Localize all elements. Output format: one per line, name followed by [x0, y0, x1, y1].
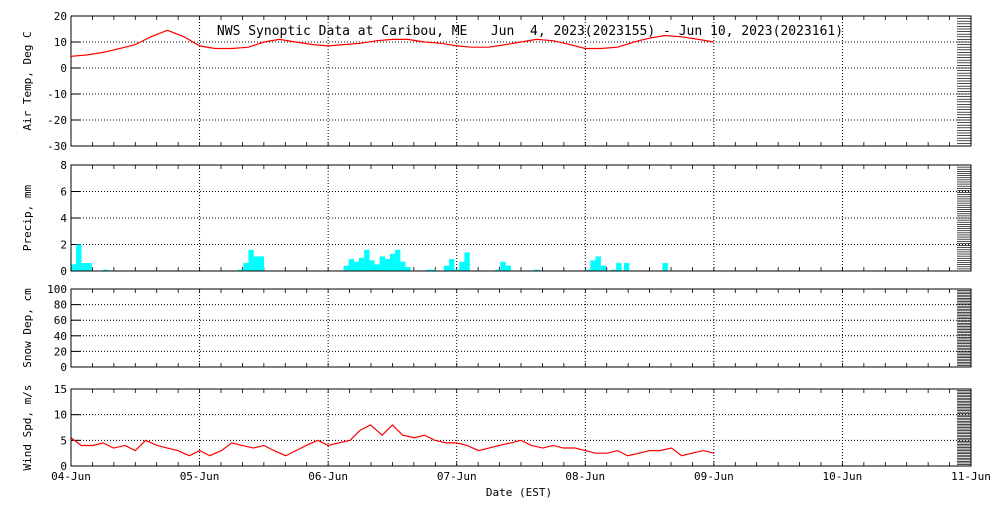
precip-bar	[86, 263, 92, 271]
y-tick-label: 10	[54, 409, 67, 422]
precip-bar	[359, 257, 365, 271]
y-tick-label: 100	[47, 283, 67, 296]
y-axis-label: Snow Dep, cm	[21, 288, 34, 368]
y-axis-label: Precip, mm	[21, 185, 34, 252]
x-tick-label: 05-Jun	[180, 470, 220, 483]
precip-bar	[369, 260, 375, 271]
y-tick-label: -30	[47, 140, 67, 153]
precip-bar	[103, 269, 109, 271]
y-tick-label: 60	[54, 314, 67, 327]
precip-bar	[662, 263, 668, 271]
precip-bar	[395, 249, 401, 271]
precip-bar	[595, 256, 601, 271]
precip-bar	[449, 259, 455, 271]
precip-bar	[243, 263, 249, 271]
x-tick-label: 04-Jun	[51, 470, 91, 483]
precip-bar	[364, 249, 370, 271]
precip-bar	[405, 267, 411, 271]
precip-bar	[258, 256, 265, 271]
precip-bar	[495, 269, 501, 271]
precip-bar	[454, 269, 460, 271]
precip-bar	[379, 256, 385, 271]
panel-frame	[70, 388, 972, 467]
precip-bar	[400, 261, 406, 271]
precip-bar	[425, 269, 432, 271]
y-tick-label: 4	[60, 212, 67, 225]
precip-bar	[343, 265, 349, 271]
precip-bar	[623, 263, 630, 271]
y-tick-label: -20	[47, 114, 67, 127]
panel-3: 0 20 40 60 80 100 Snow Dep, cm	[21, 283, 972, 374]
panel-2: 0 2 4 6 8 Precip, mm	[21, 159, 972, 278]
precip-bar	[590, 260, 596, 271]
precip-bar	[443, 265, 450, 271]
precip-bar	[248, 249, 254, 271]
precip-bar	[389, 253, 396, 271]
precip-bar	[71, 264, 77, 271]
precip-bar	[374, 264, 380, 271]
x-tick-label: 10-Jun	[823, 470, 863, 483]
series-line	[70, 424, 715, 457]
precip-bar	[384, 259, 391, 271]
precip-bar	[431, 269, 437, 271]
panel-frame	[70, 164, 972, 272]
y-tick-label: 2	[60, 239, 67, 252]
y-tick-label: 20	[54, 10, 67, 23]
y-tick-label: 5	[60, 434, 67, 447]
precip-bar	[505, 265, 511, 271]
x-tick-label: 08-Jun	[565, 470, 605, 483]
precip-bar	[533, 269, 540, 271]
chart-title: NWS Synoptic Data at Caribou, ME Jun 4, …	[217, 24, 843, 39]
y-tick-label: 40	[54, 330, 67, 343]
x-tick-label: 09-Jun	[694, 470, 734, 483]
x-tick-label: 06-Jun	[308, 470, 348, 483]
precip-bar	[500, 261, 506, 271]
precip-bar	[464, 252, 470, 271]
x-axis-label: Date (EST)	[486, 486, 552, 499]
y-tick-label: 0	[60, 460, 67, 473]
y-axis-label: Air Temp, Deg C	[21, 31, 34, 130]
panel-4: 0 5 10 15 Wind Spd, m/s	[21, 383, 972, 473]
y-tick-label: 20	[54, 345, 67, 358]
panel-frame	[70, 288, 972, 368]
precip-bar	[353, 261, 360, 271]
panel-frame	[70, 15, 972, 147]
precip-bar	[348, 259, 355, 271]
y-tick-label: 15	[54, 383, 67, 396]
precip-bar	[600, 265, 607, 271]
y-tick-label: 0	[60, 62, 67, 75]
y-tick-label: 8	[60, 159, 67, 172]
y-tick-label: 80	[54, 299, 67, 312]
y-tick-label: 0	[60, 265, 67, 278]
precip-bar	[76, 244, 82, 271]
x-tick-label: 07-Jun	[437, 470, 477, 483]
precip-bar	[81, 263, 87, 271]
precip-bar	[253, 256, 259, 271]
series-line	[70, 29, 714, 57]
precip-bar	[459, 261, 465, 271]
precip-bar	[585, 269, 591, 271]
y-tick-label: 10	[54, 36, 67, 49]
y-tick-label: -10	[47, 88, 67, 101]
y-tick-label: 0	[60, 361, 67, 374]
y-axis-label: Wind Spd, m/s	[21, 384, 34, 470]
precip-bar	[611, 269, 617, 271]
precip-bar	[238, 269, 244, 271]
y-tick-label: 6	[60, 186, 67, 199]
x-tick-label: 11-Jun	[951, 470, 991, 483]
precip-bar	[616, 263, 622, 271]
panel-1: -30 -20 -10 0 10 20 Air Temp, Deg C	[21, 10, 972, 153]
